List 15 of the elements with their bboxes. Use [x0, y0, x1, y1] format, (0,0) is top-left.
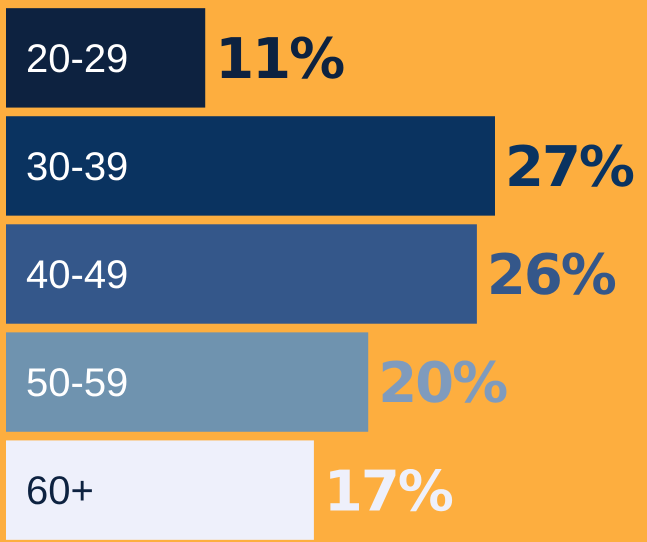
y-tick-label: 30-39 — [26, 144, 128, 189]
data-label: 26% — [486, 243, 616, 308]
y-tick-label: 20-29 — [26, 36, 128, 81]
bar — [6, 224, 477, 324]
data-label: 27% — [505, 135, 634, 200]
bar — [6, 440, 314, 540]
bar — [6, 332, 368, 432]
bar — [6, 8, 206, 108]
y-tick-label: 60+ — [26, 469, 94, 514]
data-label: 20% — [378, 351, 508, 416]
bar — [6, 116, 495, 216]
y-tick-label: 40-49 — [26, 253, 128, 297]
data-label: 17% — [324, 459, 453, 524]
data-label: 11% — [215, 27, 344, 92]
y-tick-label: 50-59 — [26, 361, 128, 406]
